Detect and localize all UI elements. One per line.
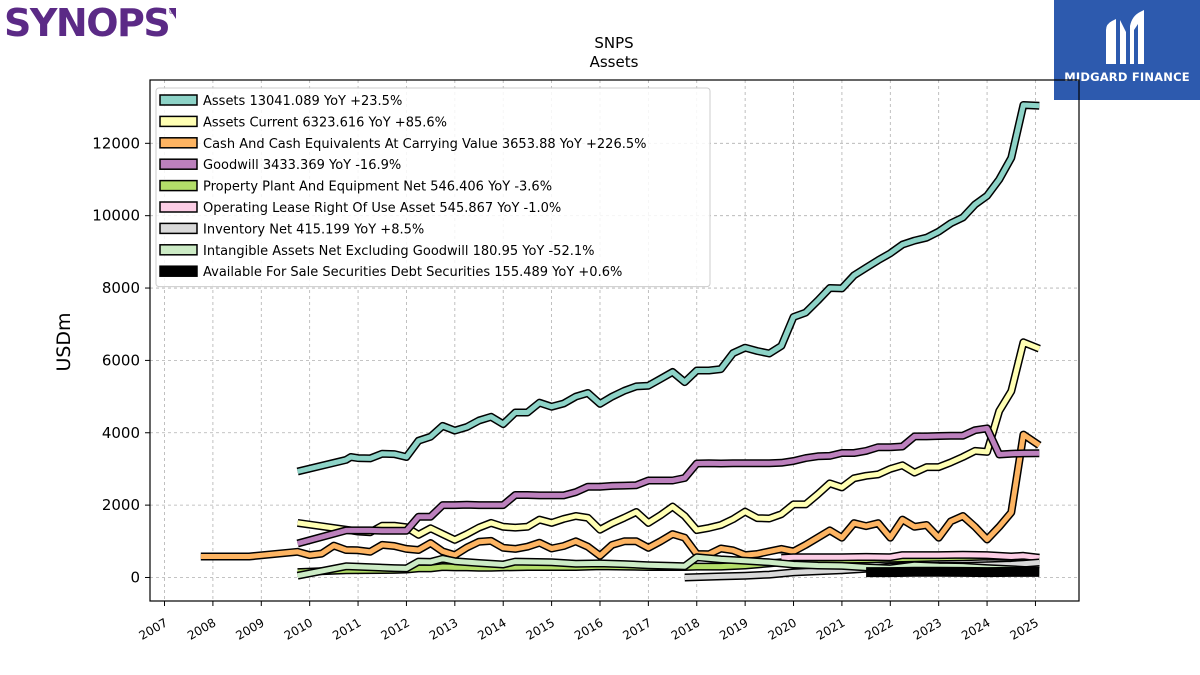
x-tick-label: 2018 <box>669 615 702 642</box>
x-tick-label: 2010 <box>282 615 315 642</box>
y-tick-label: 2000 <box>102 496 140 514</box>
x-tick-label: 2008 <box>185 615 218 642</box>
series-line-8 <box>296 553 1040 580</box>
legend-label: Property Plant And Equipment Net 546.406… <box>203 180 552 195</box>
x-tick-label: 2015 <box>524 615 557 642</box>
chart-title: SNPS <box>594 34 633 52</box>
x-tick-label: 2009 <box>233 615 266 642</box>
legend-entry: Operating Lease Right Of Use Asset 545.8… <box>159 201 561 216</box>
legend-entry: Assets Current 6323.616 YoY +85.6% <box>159 115 447 130</box>
legend-label: Intangible Assets Net Excluding Goodwill… <box>203 244 594 259</box>
publisher-name: MIDGARD FINANCE <box>1064 70 1190 84</box>
x-tick-label: 2024 <box>959 615 992 642</box>
legend-entry: Inventory Net 415.199 YoY +8.5% <box>159 222 424 237</box>
y-tick-label: 12000 <box>92 134 140 152</box>
legend-label: Assets 13041.089 YoY +23.5% <box>203 94 402 109</box>
legend-entry: Goodwill 3433.369 YoY -16.9% <box>159 158 401 173</box>
x-tick-label: 2012 <box>378 615 411 642</box>
legend-entry: Intangible Assets Net Excluding Goodwill… <box>159 244 594 259</box>
x-tick-label: 2019 <box>717 615 750 642</box>
legend-label: Operating Lease Right Of Use Asset 545.8… <box>203 201 561 216</box>
series-line-6 <box>781 550 1040 562</box>
series-line-1 <box>296 101 1040 476</box>
legend-swatch <box>159 179 198 192</box>
legend-swatch <box>159 265 198 277</box>
y-tick-label: 0 <box>130 568 140 586</box>
mf-monogram-icon <box>1106 10 1144 64</box>
series-lines <box>200 101 1042 582</box>
series-line-4 <box>296 424 1040 548</box>
legend-label: Inventory Net 415.199 YoY +8.5% <box>203 222 424 237</box>
chart-subtitle: Assets <box>590 53 639 71</box>
legend-entry: Cash And Cash Equivalents At Carrying Va… <box>159 137 646 152</box>
legend-label: Available For Sale Securities Debt Secur… <box>203 265 622 280</box>
x-tick-label: 2007 <box>137 615 170 642</box>
x-tick-label: 2014 <box>475 615 508 642</box>
x-tick-label: 2011 <box>330 615 363 642</box>
legend-entry: Assets 13041.089 YoY +23.5% <box>159 94 402 109</box>
series-line-2 <box>297 338 1041 544</box>
legend-entry: Available For Sale Securities Debt Secur… <box>159 265 622 280</box>
brand-registered-mark: ® <box>168 7 176 16</box>
brand-wordmark: SYNOPSYS <box>4 2 176 44</box>
x-tick-label: 2016 <box>572 615 605 642</box>
legend-box <box>155 87 711 288</box>
x-tick-label: 2022 <box>862 615 895 642</box>
legend-swatch <box>159 222 198 235</box>
legend-label: Goodwill 3433.369 YoY -16.9% <box>203 158 401 173</box>
legend-swatch <box>159 158 198 170</box>
publisher-badge: MIDGARD FINANCE <box>1054 0 1200 100</box>
x-tick-label: 2013 <box>427 615 460 642</box>
x-tick-label: 2023 <box>911 615 944 642</box>
legend-swatch <box>159 201 198 213</box>
legend-swatch <box>159 244 198 256</box>
y-axis-label: USDm <box>53 312 75 371</box>
legend-swatch <box>159 115 198 128</box>
brand-logo: SYNOPSYS ® <box>4 2 176 44</box>
legend-swatch <box>159 137 198 149</box>
y-tick-label: 4000 <box>102 424 140 442</box>
x-tick-label: 2021 <box>814 615 847 642</box>
y-tick-label: 6000 <box>102 351 140 369</box>
legend-label: Assets Current 6323.616 YoY +85.6% <box>203 115 447 130</box>
x-tick-label: 2017 <box>620 615 653 642</box>
y-tick-label: 8000 <box>102 279 140 297</box>
chart-legend: Assets 13041.089 YoY +23.5% Assets Curren… <box>155 87 711 288</box>
y-tick-label: 10000 <box>92 207 140 225</box>
plot-frame <box>149 79 1080 602</box>
legend-swatch <box>159 94 198 106</box>
legend-entry: Property Plant And Equipment Net 546.406… <box>159 179 552 195</box>
legend-label: Cash And Cash Equivalents At Carrying Va… <box>203 137 646 152</box>
series-line-3 <box>200 430 1042 561</box>
x-tick-label: 2020 <box>766 615 799 642</box>
x-tick-label: 2025 <box>1007 615 1040 642</box>
